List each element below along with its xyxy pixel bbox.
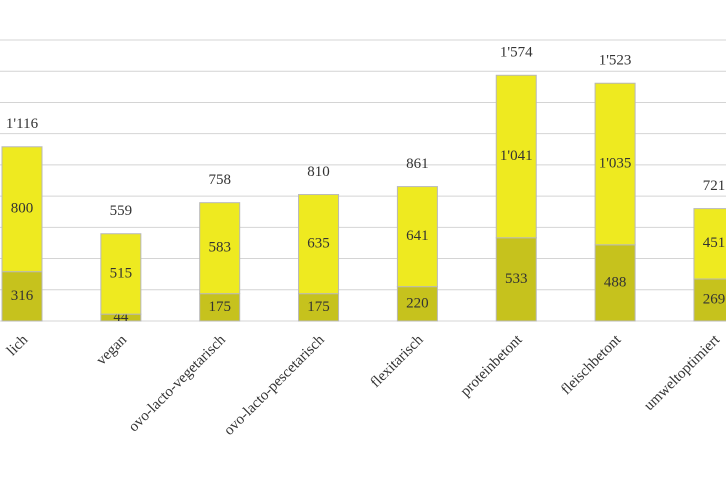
- value-label: 583: [208, 240, 231, 256]
- x-tick-label: ovo-lacto-pescetarisch: [221, 332, 328, 439]
- total-label: 758: [208, 172, 231, 188]
- value-label: 451: [703, 235, 726, 251]
- x-tick-label: ovo-lacto-vegetarisch: [126, 332, 230, 436]
- value-label: 1'041: [500, 148, 533, 164]
- value-label: 269: [703, 291, 726, 307]
- total-label: 1'523: [599, 53, 632, 69]
- value-label: 515: [110, 265, 133, 281]
- bar-segment: [396, 286, 438, 322]
- x-tick-label: proteinbetont: [458, 331, 526, 399]
- value-label: 220: [406, 295, 429, 311]
- value-label: 635: [307, 236, 330, 252]
- total-label: 810: [307, 164, 330, 180]
- value-label: 1'035: [599, 155, 632, 171]
- value-label: 488: [604, 274, 627, 290]
- value-label: 175: [208, 299, 231, 315]
- value-label: 175: [307, 299, 330, 315]
- value-label: 316: [11, 288, 34, 304]
- x-tick-label: vegan: [93, 332, 130, 369]
- value-label: 800: [11, 201, 34, 217]
- x-tick-label: lich: [4, 332, 32, 360]
- total-label: 861: [406, 156, 429, 172]
- total-label: 1'116: [6, 116, 39, 132]
- value-label: 641: [406, 228, 429, 244]
- total-label: 1'574: [500, 45, 533, 61]
- bar-segment: [199, 202, 241, 295]
- total-label: 721: [703, 178, 726, 194]
- x-tick-label: flexitarisch: [368, 332, 427, 391]
- x-tick-label: umweltoptimiert: [641, 331, 724, 414]
- bar-segment: [495, 74, 537, 239]
- total-label: 559: [110, 203, 133, 219]
- bar-segment: [298, 194, 340, 295]
- x-tick-label: fleischbetont: [558, 331, 625, 398]
- value-label: 533: [505, 271, 528, 287]
- bar-segment: [1, 146, 43, 273]
- bar-segment: [693, 208, 726, 280]
- bar-segment: [594, 82, 636, 246]
- bar-segment: [100, 233, 142, 315]
- bar-segment: [396, 186, 438, 288]
